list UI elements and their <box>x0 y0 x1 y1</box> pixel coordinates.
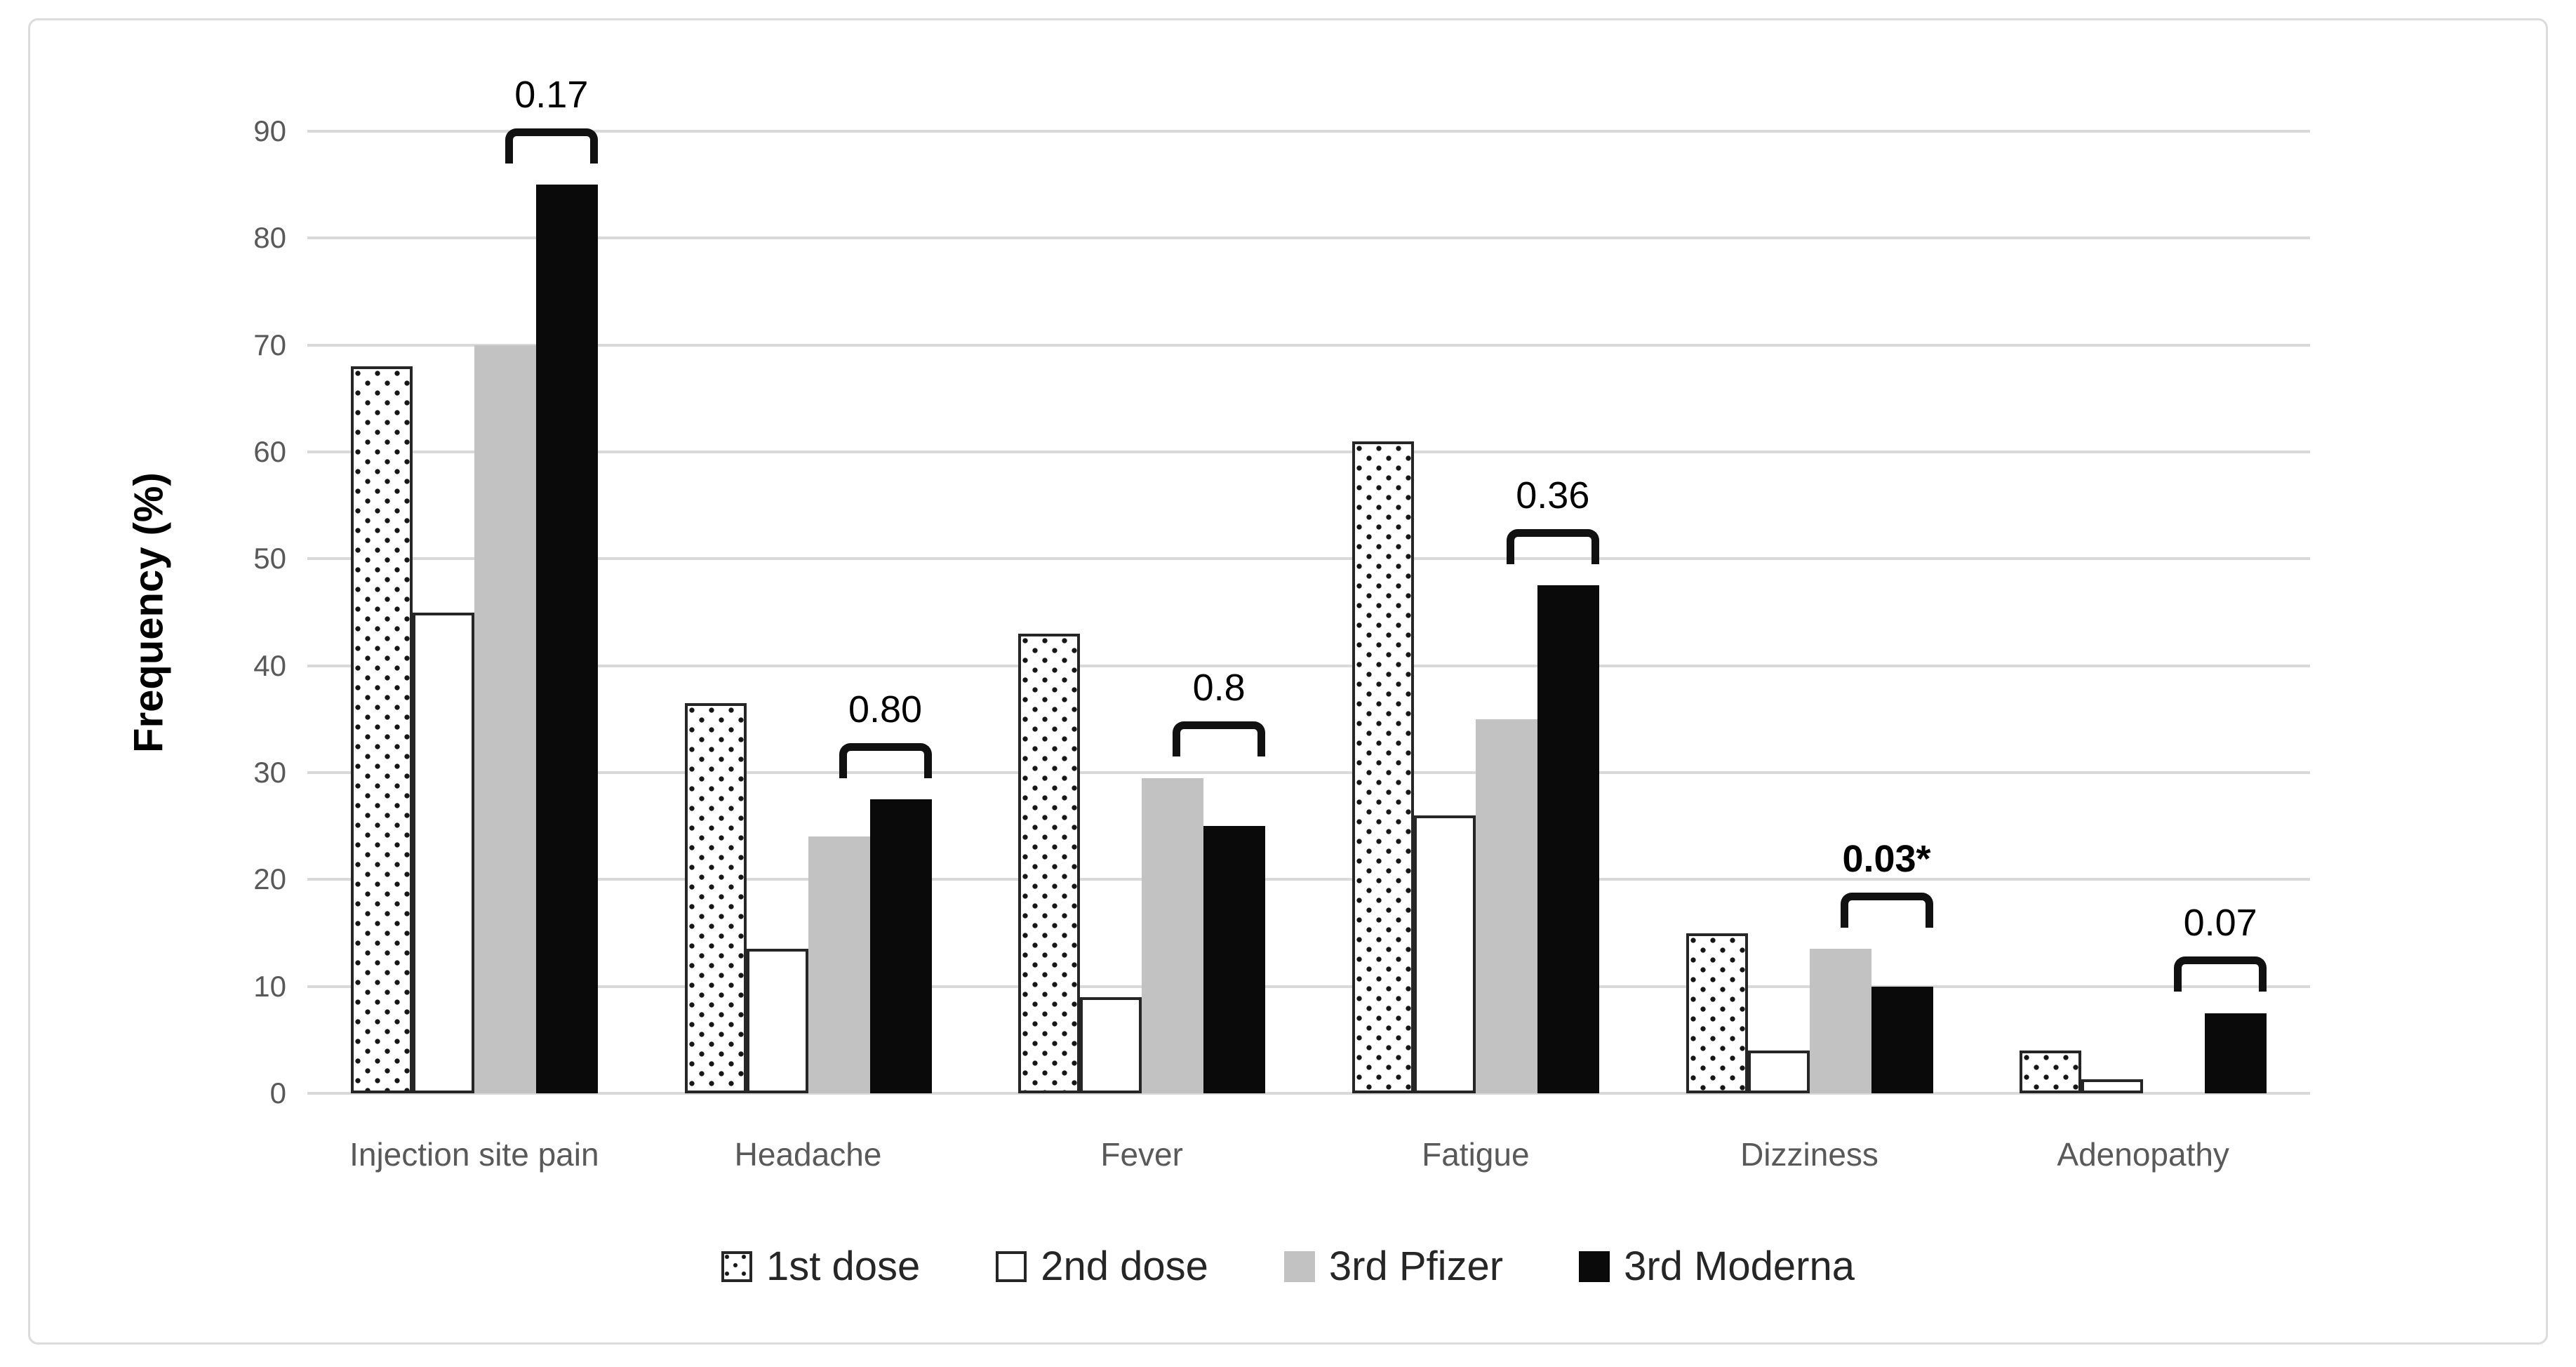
y-axis-title: Frequency (%) <box>126 472 172 753</box>
p-value-label: 0.8 <box>1192 667 1246 709</box>
bar-gray-injection-site-pain <box>474 345 536 1093</box>
p-value-bracket <box>839 742 932 778</box>
y-tick-label-30: 30 <box>253 756 286 789</box>
bar-black-injection-site-pain <box>535 185 598 1093</box>
y-tick-label-40: 40 <box>253 648 286 682</box>
category-label: Fatigue <box>1422 1136 1530 1173</box>
category-label: Headache <box>734 1136 882 1173</box>
gridline-60 <box>307 451 2310 453</box>
bar-gray-fever <box>1142 778 1204 1093</box>
bar-gray-headache <box>808 836 870 1093</box>
legend-label: 3rd Moderna <box>1624 1243 1855 1289</box>
category-label: Injection site pain <box>349 1136 599 1173</box>
gridline-40 <box>307 664 2310 667</box>
p-value-bracket <box>1840 892 1933 928</box>
bar-white-fatigue <box>1413 815 1476 1093</box>
p-value-bracket <box>505 128 598 164</box>
p-value-label: 0.36 <box>1516 474 1590 516</box>
gridline-0 <box>307 1092 2310 1095</box>
p-value-label: 0.17 <box>514 73 589 116</box>
bar-dotted-dizziness <box>1686 933 1748 1093</box>
gridline-50 <box>307 557 2310 561</box>
legend-swatch-gray-icon <box>1283 1251 1315 1282</box>
legend-item-gray: 3rd Pfizer <box>1283 1243 1504 1289</box>
bar-white-dizziness <box>1747 1051 1810 1093</box>
bar-dotted-injection-site-pain <box>350 366 413 1093</box>
p-value-label: 0.07 <box>2183 902 2257 945</box>
y-tick-label-20: 20 <box>253 862 286 896</box>
bar-dotted-adenopathy <box>2020 1051 2082 1093</box>
p-value-label: 0.03* <box>1842 837 1931 880</box>
bar-black-fatigue <box>1537 585 1599 1093</box>
legend-swatch-dotted-icon <box>721 1251 752 1282</box>
legend-label: 3rd Pfizer <box>1328 1243 1504 1289</box>
category-label: Adenopathy <box>2057 1136 2229 1173</box>
p-value-bracket <box>1506 528 1599 564</box>
gridline-30 <box>307 771 2310 774</box>
bar-black-fever <box>1203 826 1266 1093</box>
category-label: Dizziness <box>1740 1136 1878 1173</box>
bar-dotted-headache <box>684 702 747 1093</box>
y-tick-label-70: 70 <box>253 328 286 361</box>
bar-white-adenopathy <box>2081 1079 2144 1093</box>
bar-dotted-fatigue <box>1352 441 1414 1093</box>
bar-white-headache <box>746 949 808 1093</box>
bar-black-headache <box>869 799 932 1093</box>
legend-item-white: 2nd dose <box>996 1246 1208 1288</box>
bar-black-dizziness <box>1871 986 1933 1093</box>
bar-gray-fatigue <box>1475 719 1537 1093</box>
y-tick-label-50: 50 <box>253 542 286 575</box>
gridline-10 <box>307 985 2310 988</box>
gridline-80 <box>307 236 2310 240</box>
legend-swatch-black-icon <box>1579 1251 1610 1282</box>
gridline-90 <box>307 130 2310 133</box>
bar-white-fever <box>1080 996 1142 1093</box>
bar-dotted-fever <box>1018 633 1081 1093</box>
y-tick-label-10: 10 <box>253 969 286 1003</box>
y-tick-label-0: 0 <box>269 1076 286 1109</box>
gridline-20 <box>307 878 2310 881</box>
bar-gray-dizziness <box>1809 949 1871 1093</box>
legend: 1st dose 2nd dose 3rd Pfizer 3rd Moderna <box>0 1228 2576 1305</box>
bar-white-injection-site-pain <box>412 612 474 1093</box>
legend-item-dotted: 1st dose <box>721 1246 920 1288</box>
bar-black-adenopathy <box>2205 1013 2267 1093</box>
p-value-bracket <box>1173 721 1266 757</box>
y-tick-label-90: 90 <box>253 114 286 147</box>
legend-label: 2nd dose <box>1041 1243 1208 1289</box>
legend-swatch-white-icon <box>996 1251 1027 1282</box>
gridline-70 <box>307 343 2310 347</box>
y-tick-label-60: 60 <box>253 435 286 468</box>
y-tick-label-80: 80 <box>253 221 286 255</box>
p-value-bracket <box>2174 956 2267 992</box>
legend-item-black: 3rd Moderna <box>1579 1246 1855 1288</box>
p-value-label: 0.80 <box>848 688 923 731</box>
category-label: Fever <box>1100 1136 1183 1173</box>
legend-label: 1st dose <box>766 1243 921 1289</box>
